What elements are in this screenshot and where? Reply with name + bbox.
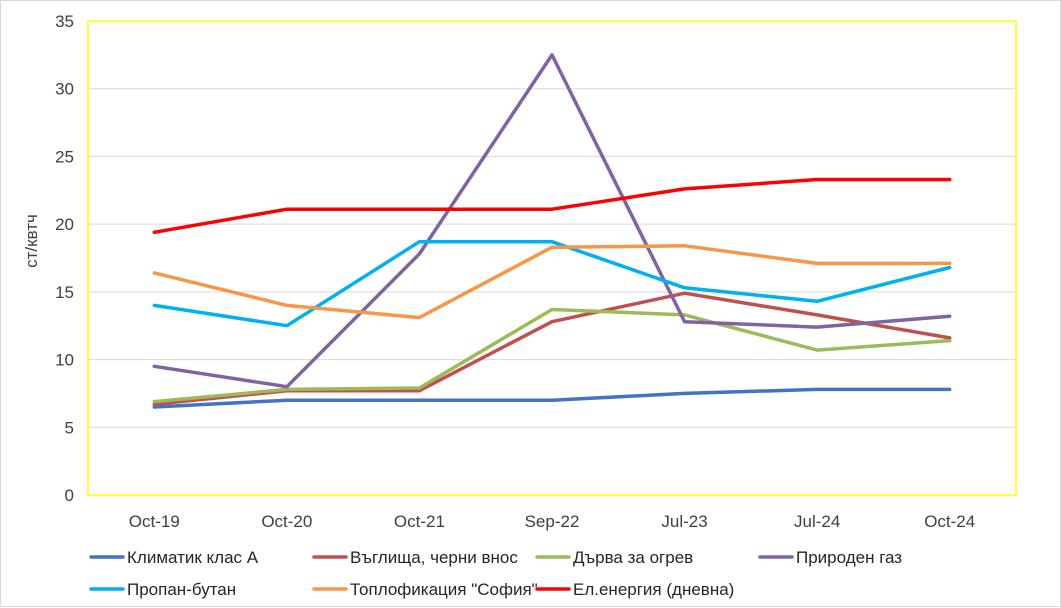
x-tick-label: Jul-24	[794, 512, 840, 531]
plot-area	[87, 20, 1017, 496]
series-line-1	[152, 387, 952, 409]
y-tick-label: 0	[65, 486, 74, 505]
legend-item: Природен газ	[758, 548, 902, 567]
legend-item: Дърва за огрев	[535, 548, 693, 567]
x-tick-label: Oct-19	[129, 512, 180, 531]
legend-label: Въглища, черни внос	[350, 548, 518, 567]
legend-item: Климатик клас А	[89, 548, 259, 567]
y-tick-label: 35	[55, 12, 74, 31]
x-tick-labels: Oct-19 Oct-20 Oct-21 Sep-22 Jul-23 Jul-24 Oct-…	[129, 512, 975, 531]
legend-item: Ел.енергия (дневна)	[535, 580, 734, 599]
legend-label: Природен газ	[796, 548, 902, 567]
gridlines	[88, 88, 1016, 428]
series-line-7	[152, 177, 952, 235]
x-tick-label: Oct-21	[394, 512, 445, 531]
legend-label: Ел.енергия (дневна)	[573, 580, 734, 599]
legend-item: Топлофикация "София"	[312, 580, 538, 599]
y-tick-label: 15	[55, 283, 74, 302]
y-tick-label: 30	[55, 80, 74, 99]
legend-label: Топлофикация "София"	[350, 580, 538, 599]
legend-item: Въглища, черни внос	[312, 548, 518, 567]
series-line-6	[152, 244, 952, 320]
series-line-5	[152, 239, 952, 328]
x-tick-label: Jul-23	[661, 512, 707, 531]
y-tick-label: 10	[55, 351, 74, 370]
y-axis-title: ст/квтч	[22, 214, 41, 268]
x-tick-label: Sep-22	[525, 512, 580, 531]
legend-label: Пропан-бутан	[127, 580, 236, 599]
series-lines	[152, 53, 952, 409]
y-tick-label: 25	[55, 147, 74, 166]
legend-label: Дърва за огрев	[573, 548, 693, 567]
legend-label: Климатик клас А	[127, 548, 259, 567]
x-tick-label: Oct-20	[261, 512, 312, 531]
y-tick-label: 20	[55, 215, 74, 234]
series-line-4	[152, 53, 952, 389]
legend-item: Пропан-бутан	[89, 580, 236, 599]
y-tick-labels: 0 5 10 15 20 25 30 35	[55, 12, 74, 505]
legend: Климатик клас А Въглища, черни внос Дърва …	[89, 548, 902, 599]
x-tick-label: Oct-24	[924, 512, 975, 531]
y-tick-label: 5	[65, 418, 74, 437]
series-line-3	[152, 307, 952, 404]
